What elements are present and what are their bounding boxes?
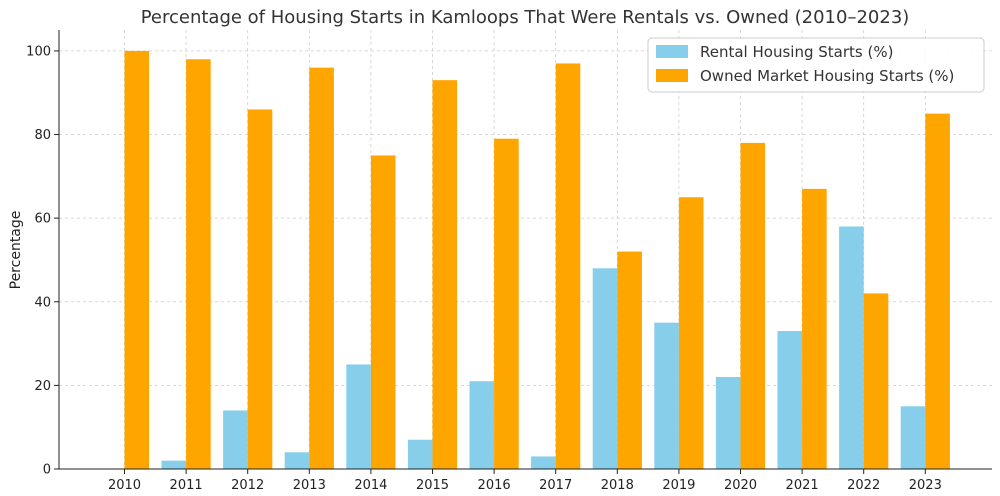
tick-labels: 0 20 40 60 80 100 2010 2011 2012 2013 2014 2015 2016… (26, 44, 942, 493)
y-tick-label: 40 (34, 295, 51, 310)
bar-rental (284, 452, 310, 469)
x-tick-label: 2012 (231, 478, 264, 493)
bar-owned (247, 109, 273, 469)
x-tick-label: 2022 (847, 478, 880, 493)
bar-owned (678, 197, 704, 469)
legend-label-owned: Owned Market Housing Starts (%) (700, 67, 954, 85)
bar-rental (654, 322, 679, 469)
x-tick-label: 2021 (786, 478, 819, 493)
bar-owned (186, 59, 211, 470)
y-tick-label: 20 (34, 379, 51, 394)
bar-owned (432, 80, 458, 470)
x-tick-label: 2015 (416, 478, 449, 493)
bar-rental (407, 439, 433, 469)
bar-rental (531, 456, 556, 469)
bar-rental (161, 460, 187, 469)
y-axis-label: Percentage (8, 211, 24, 290)
bar-rental (223, 410, 248, 469)
bars (124, 50, 950, 470)
bar-rental (715, 377, 741, 469)
x-tick-label: 2023 (909, 478, 942, 493)
x-tick-label: 2011 (170, 478, 203, 493)
bar-rental (346, 364, 371, 469)
x-tick-label: 2013 (293, 478, 326, 493)
bar-rental (900, 406, 926, 469)
chart-title: Percentage of Housing Starts in Kamloops… (141, 7, 910, 28)
y-tick-label: 80 (34, 128, 51, 143)
legend-swatch-rental (656, 45, 688, 58)
y-tick-label: 0 (43, 463, 51, 478)
bar-rental (839, 226, 864, 469)
x-tick-label: 2020 (724, 478, 757, 493)
y-tick-label: 60 (34, 212, 51, 227)
axes (54, 30, 992, 474)
bar-owned (863, 293, 889, 469)
x-tick-label: 2014 (354, 478, 387, 493)
bar-rental (777, 331, 803, 469)
bar-owned (124, 50, 150, 470)
legend-box (647, 37, 985, 93)
legend-label-rental: Rental Housing Starts (%) (700, 43, 893, 61)
bar-owned (802, 188, 827, 469)
legend: Rental Housing Starts (%) Owned Market H… (647, 37, 985, 93)
y-tick-label: 100 (26, 44, 51, 59)
x-tick-label: 2019 (662, 478, 695, 493)
bar-owned (617, 251, 642, 469)
x-tick-label: 2017 (539, 478, 572, 493)
bar-rental (592, 268, 618, 469)
x-tick-label: 2018 (601, 478, 634, 493)
legend-swatch-owned (656, 69, 688, 82)
bar-rental (469, 381, 495, 469)
x-tick-label: 2016 (478, 478, 511, 493)
bar-owned (925, 113, 950, 469)
bar-owned (370, 155, 396, 469)
bar-owned (555, 63, 581, 469)
bar-owned (740, 142, 766, 469)
bar-owned (494, 138, 519, 469)
x-tick-label: 2010 (108, 478, 141, 493)
bar-owned (309, 67, 334, 469)
